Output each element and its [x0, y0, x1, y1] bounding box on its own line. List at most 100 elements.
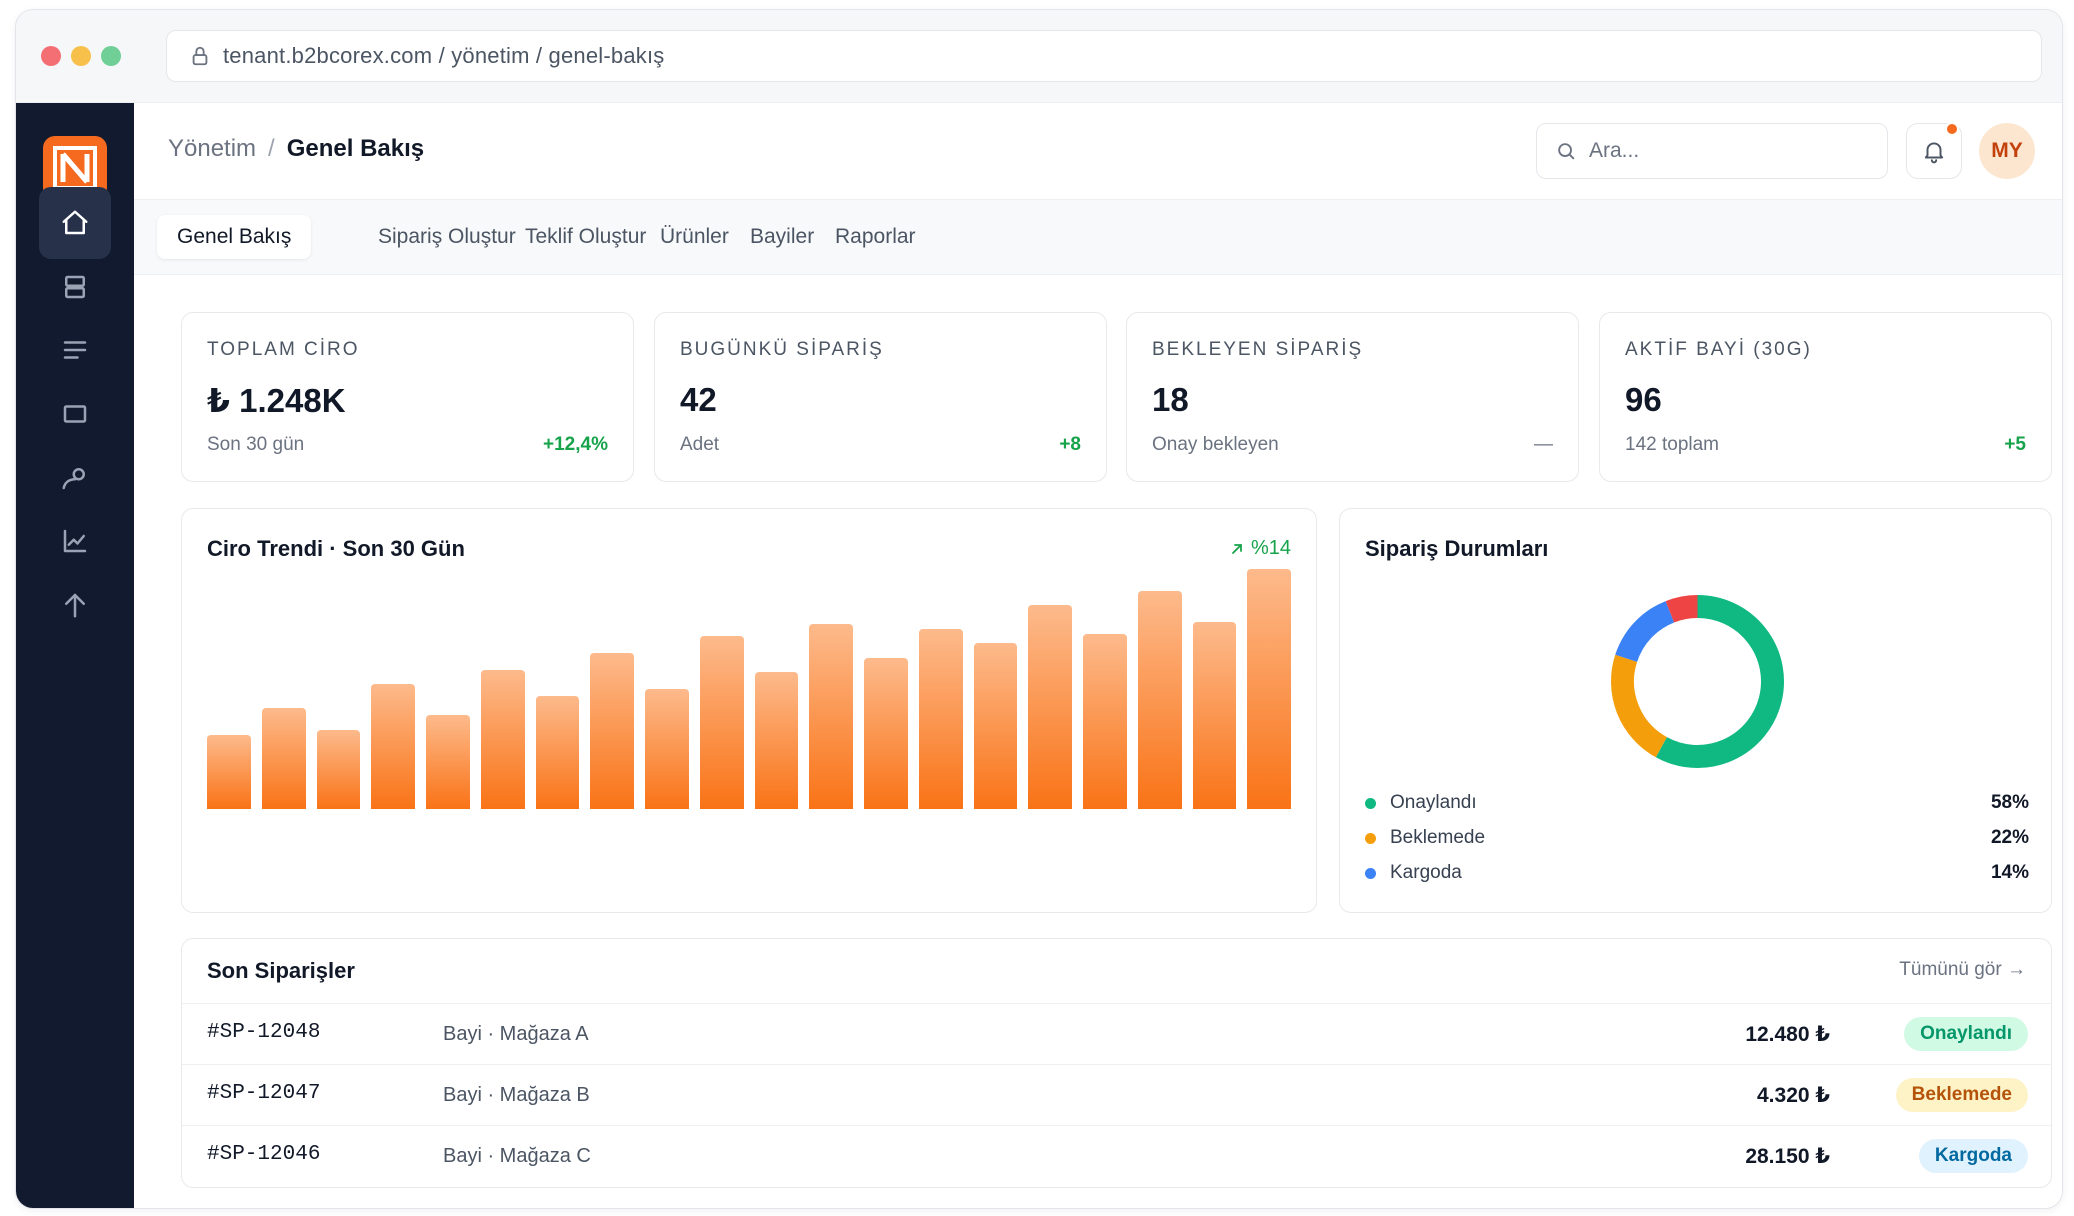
- donut-slice: [1611, 654, 1668, 758]
- order-amount: 28.150 ₺: [1745, 1145, 1830, 1168]
- legend-item-shipping: Kargoda 14%: [1365, 860, 2029, 886]
- status-badge: Beklemede: [1895, 1078, 2028, 1112]
- sidebar-item-layers[interactable]: [39, 251, 111, 323]
- recent-orders-card: Son Siparişler Tümünü gör → #SP-12048 Ba…: [181, 938, 2052, 1188]
- arrow-up-right-icon: [1232, 543, 1242, 554]
- chart-bar: [1137, 590, 1182, 809]
- legend-value: 58%: [1990, 792, 2029, 813]
- stat-subtitle: Adet: [680, 434, 720, 455]
- list-icon: [63, 341, 87, 359]
- order-amount: 12.480 ₺: [1745, 1023, 1830, 1046]
- stat-card-active-dealers: AKTİF BAYİ (30G) 96 142 toplam +5: [1599, 312, 2052, 482]
- revenue-trend-badge: %14: [1229, 537, 1291, 560]
- address-bar[interactable]: tenant.b2bcorex.com / yönetim / genel-ba…: [166, 30, 2042, 82]
- sidebar-item-home[interactable]: [39, 187, 111, 259]
- stat-card-today-orders: BUGÜNKÜ SİPARİŞ 42 Adet +8: [654, 312, 1107, 482]
- sidebar: [16, 103, 134, 1208]
- notifications-button[interactable]: [1906, 122, 1962, 179]
- tab-bayiler[interactable]: Bayiler: [750, 225, 815, 248]
- order-customer: Bayi · Mağaza A: [443, 1023, 589, 1045]
- lock-icon: [192, 46, 208, 66]
- legend-label: Onaylandı: [1390, 792, 1477, 813]
- view-all-link[interactable]: Tümünü gör →: [1899, 959, 2026, 980]
- sidebar-item-dealers[interactable]: [39, 442, 111, 514]
- search-icon: [1558, 143, 1575, 160]
- url-text: tenant.b2bcorex.com / yönetim / genel-ba…: [223, 43, 665, 68]
- arrow-up-icon: [65, 593, 85, 618]
- breadcrumb-parent[interactable]: Yönetim: [168, 135, 257, 162]
- chart-bar: [645, 689, 689, 809]
- sidebar-item-reports[interactable]: [39, 505, 111, 577]
- chart-bar: [809, 624, 853, 809]
- chart-bar: [699, 636, 744, 809]
- tab-bar: Genel Bakış Sipariş Oluştur Teklif Oluşt…: [134, 200, 2062, 275]
- search-input[interactable]: [1589, 139, 1869, 163]
- tab-siparis-olustur[interactable]: Sipariş Oluştur: [378, 225, 516, 248]
- stat-label: BEKLEYEN SİPARİŞ: [1152, 339, 1364, 360]
- stat-card-pending-orders: BEKLEYEN SİPARİŞ 18 Onay bekleyen —: [1126, 312, 1579, 482]
- browser-titlebar: tenant.b2bcorex.com / yönetim / genel-ba…: [16, 10, 2062, 103]
- stat-value: 42: [680, 381, 717, 418]
- legend-label: Beklemede: [1390, 827, 1486, 848]
- stat-value: 96: [1625, 381, 1662, 418]
- table-row[interactable]: #SP-12047 Bayi · Mağaza B 4.320 ₺ Beklem…: [182, 1065, 2051, 1126]
- close-window-button[interactable]: [41, 46, 61, 66]
- revenue-trend-card: Ciro Trendi · Son 30 Gün %14: [181, 508, 1317, 913]
- donut-slice: [1655, 595, 1784, 768]
- home-icon: [62, 210, 88, 235]
- legend-dot: [1365, 797, 1376, 809]
- revenue-trend-value: %14: [1250, 537, 1291, 559]
- order-status-donut-chart: [1611, 595, 1784, 768]
- minimize-window-button[interactable]: [71, 46, 91, 66]
- stat-value: ₺ 1.248K: [207, 382, 346, 419]
- status-badge: Kargoda: [1918, 1139, 2028, 1173]
- search-box[interactable]: [1536, 123, 1888, 179]
- sidebar-item-box[interactable]: [39, 378, 111, 450]
- table-row[interactable]: #SP-12048 Bayi · Mağaza A 12.480 ₺ Onayl…: [182, 1004, 2051, 1065]
- stat-label: BUGÜNKÜ SİPARİŞ: [680, 339, 884, 360]
- chart-bar: [973, 643, 1018, 809]
- chart-bar: [918, 629, 963, 809]
- top-bar: Yönetim / Genel Bakış MY: [134, 103, 2062, 200]
- maximize-window-button[interactable]: [101, 46, 121, 66]
- avatar[interactable]: MY: [1979, 123, 2035, 179]
- chart-bar: [426, 715, 470, 809]
- order-id: #SP-12046: [207, 1143, 321, 1166]
- chart-bar: [1028, 605, 1072, 809]
- chart-bar: [864, 657, 908, 809]
- chart-bar: [207, 734, 251, 809]
- tab-genel-bakis[interactable]: Genel Bakış: [157, 215, 312, 259]
- status-chart-title: Sipariş Durumları: [1365, 536, 1549, 561]
- donut-slice: [1615, 601, 1675, 663]
- stat-delta: —: [1534, 434, 1553, 455]
- legend-dot: [1365, 867, 1376, 879]
- order-id: #SP-12047: [207, 1082, 321, 1105]
- order-amount: 4.320 ₺: [1757, 1084, 1830, 1107]
- stat-label: AKTİF BAYİ (30G): [1625, 339, 1812, 360]
- stat-card-revenue: TOPLAM CİRO ₺ 1.248K Son 30 gün +12,4%: [181, 312, 634, 482]
- browser-window: tenant.b2bcorex.com / yönetim / genel-ba…: [15, 9, 2063, 1209]
- main-content: Yönetim / Genel Bakış MY Genel Bakış Sip…: [134, 103, 2062, 1208]
- table-row[interactable]: #SP-12046 Bayi · Mağaza C 28.150 ₺ Kargo…: [182, 1126, 2051, 1187]
- order-customer: Bayi · Mağaza B: [443, 1084, 590, 1106]
- chart-bar: [754, 672, 799, 809]
- legend-item-pending: Beklemede 22%: [1365, 825, 2029, 851]
- tab-teklif-olustur[interactable]: Teklif Oluştur: [525, 225, 647, 248]
- tab-urunler[interactable]: Ürünler: [660, 225, 729, 248]
- notification-badge: [1945, 122, 1959, 136]
- sidebar-item-upload[interactable]: [39, 569, 111, 641]
- layers-icon: [65, 275, 85, 299]
- breadcrumb: Yönetim / Genel Bakış: [168, 135, 424, 163]
- bell-icon: [1924, 142, 1944, 164]
- page-title: Genel Bakış: [286, 135, 425, 162]
- stat-value: 18: [1152, 381, 1189, 418]
- sidebar-item-list[interactable]: [39, 314, 111, 386]
- stat-delta: +8: [1059, 434, 1081, 455]
- legend-dot: [1365, 832, 1376, 844]
- tab-raporlar[interactable]: Raporlar: [835, 225, 916, 248]
- chart-bar: [590, 653, 634, 809]
- revenue-bar-chart: [207, 569, 1291, 809]
- stat-delta: +12,4%: [543, 434, 608, 455]
- chart-bar: [480, 669, 525, 809]
- chart-bar: [1192, 621, 1237, 809]
